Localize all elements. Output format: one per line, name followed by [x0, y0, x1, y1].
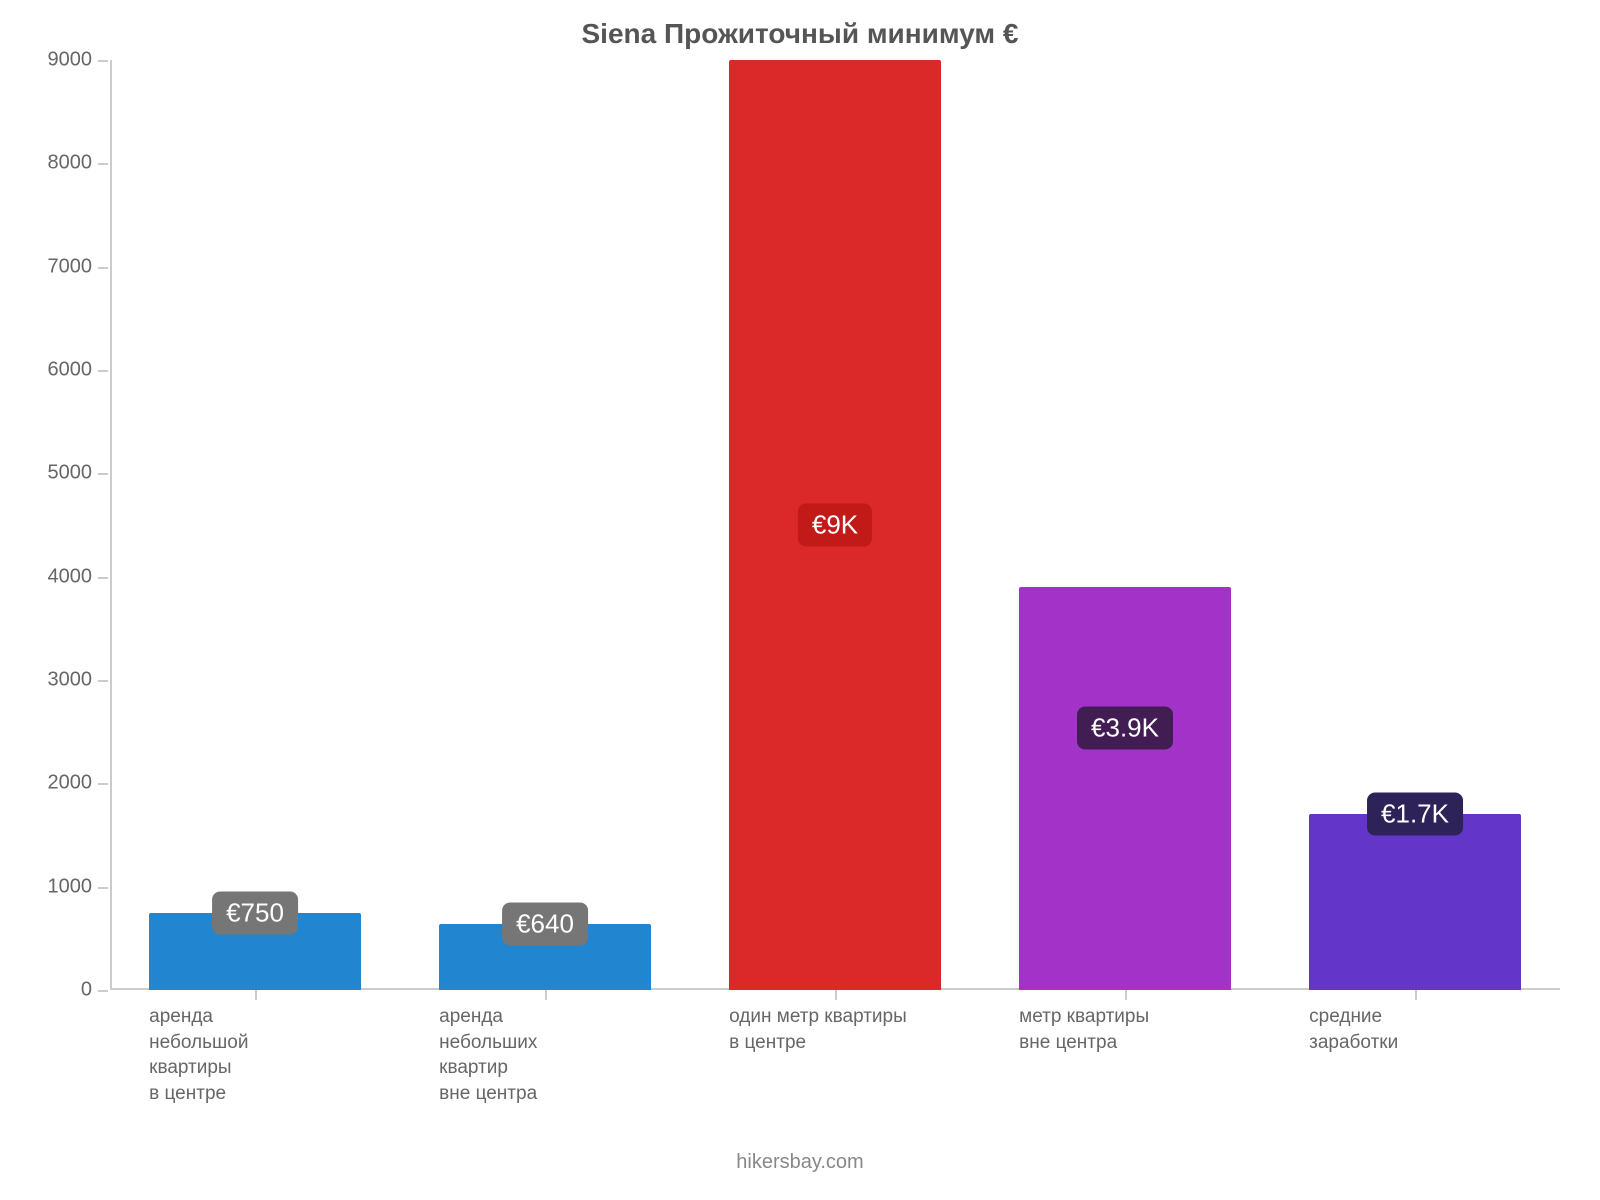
chart-title: Siena Прожиточный минимум €: [0, 18, 1600, 50]
y-axis-tick-label: 1000: [48, 875, 111, 898]
x-axis-label: аренда небольших квартир вне центра: [439, 1004, 537, 1107]
x-axis-label: один метр квартиры в центре: [729, 1004, 907, 1055]
y-axis-tick-label: 6000: [48, 359, 111, 382]
x-axis-label: средние заработки: [1309, 1004, 1398, 1055]
bar-value-badge: €750: [212, 891, 298, 934]
x-axis-tick: [545, 990, 547, 1000]
x-axis-label: аренда небольшой квартиры в центре: [149, 1004, 248, 1107]
x-axis-tick: [1125, 990, 1127, 1000]
bar-value-badge: €1.7K: [1367, 793, 1463, 836]
y-axis-tick-label: 4000: [48, 565, 111, 588]
x-axis-tick: [835, 990, 837, 1000]
y-axis-tick-label: 9000: [48, 49, 111, 72]
y-axis-tick-label: 5000: [48, 462, 111, 485]
bar: [1019, 587, 1231, 990]
bar: [1309, 814, 1521, 990]
chart-container: Siena Прожиточный минимум € 010002000300…: [0, 0, 1600, 1200]
chart-caption: hikersbay.com: [0, 1151, 1600, 1174]
x-axis-tick: [255, 990, 257, 1000]
x-axis-tick: [1415, 990, 1417, 1000]
x-axis-label: метр квартиры вне центра: [1019, 1004, 1149, 1055]
y-axis-line: [110, 60, 112, 990]
y-axis-tick-label: 3000: [48, 669, 111, 692]
plot-area: 0100020003000400050006000700080009000€75…: [110, 60, 1560, 990]
y-axis-tick-label: 0: [81, 979, 110, 1002]
bar-value-badge: €3.9K: [1077, 707, 1173, 750]
bar-value-badge: €640: [502, 902, 588, 945]
y-axis-tick-label: 8000: [48, 152, 111, 175]
y-axis-tick-label: 2000: [48, 772, 111, 795]
y-axis-tick-label: 7000: [48, 255, 111, 278]
bar-value-badge: €9K: [798, 504, 872, 547]
